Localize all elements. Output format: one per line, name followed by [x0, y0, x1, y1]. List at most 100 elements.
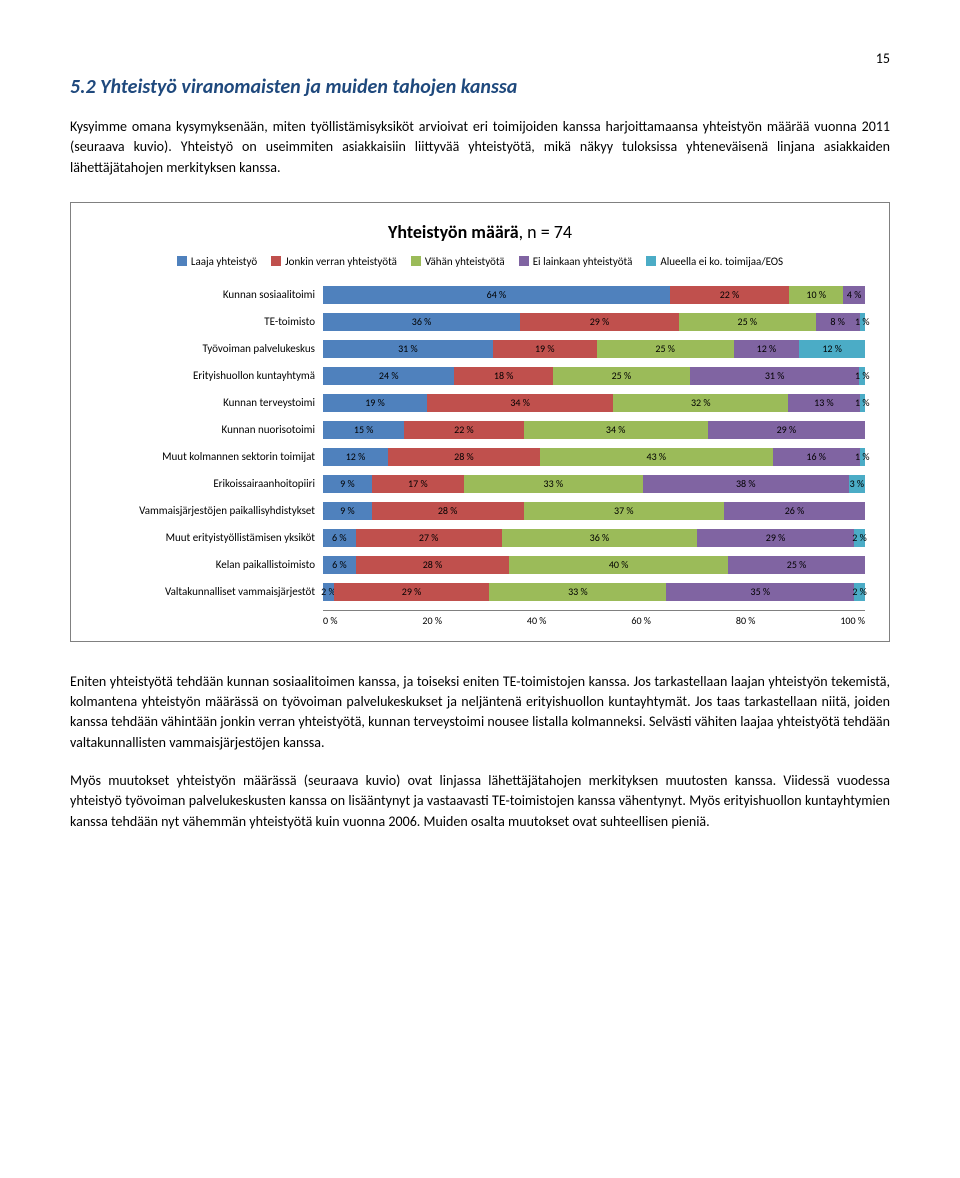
chart-row: Kunnan terveystoimi19 %34 %32 %13 %1 % — [95, 394, 865, 412]
bar-segment: 25 % — [553, 367, 690, 385]
chart-row: Kunnan sosiaalitoimi64 %22 %10 %4 % — [95, 286, 865, 304]
row-bar: 6 %28 %40 %25 % — [323, 556, 865, 574]
paragraph-2: Eniten yhteistyötä tehdään kunnan sosiaa… — [70, 672, 890, 753]
legend-item: Vähän yhteistyötä — [411, 255, 505, 268]
legend-label: Vähän yhteistyötä — [425, 255, 505, 268]
legend-item: Laaja yhteistyö — [177, 255, 257, 268]
bar-segment: 33 % — [489, 583, 666, 601]
bar-segment: 37 % — [524, 502, 725, 520]
row-label: Erityishuollon kuntayhtymä — [95, 370, 323, 382]
bar-segment: 16 % — [773, 448, 860, 466]
row-label: Kunnan nuorisotoimi — [95, 424, 323, 436]
bar-segment: 12 % — [323, 448, 388, 466]
bar-segment: 27 % — [356, 529, 502, 547]
row-label: Muut erityistyöllistämisen yksiköt — [95, 532, 323, 544]
legend-label: Alueella ei ko. toimijaa/EOS — [660, 255, 783, 268]
chart-row: Vammaisjärjestöjen paikallisyhdistykset9… — [95, 502, 865, 520]
bar-segment: 18 % — [454, 367, 553, 385]
bar-segment: 25 % — [597, 340, 734, 358]
legend-swatch — [646, 256, 656, 266]
bar-segment: 19 % — [493, 340, 597, 358]
chart-row: Kelan paikallistoimisto6 %28 %40 %25 % — [95, 556, 865, 574]
chart-row: Erityishuollon kuntayhtymä24 %18 %25 %31… — [95, 367, 865, 385]
row-label: Vammaisjärjestöjen paikallisyhdistykset — [95, 505, 323, 517]
legend-item: Alueella ei ko. toimijaa/EOS — [646, 255, 783, 268]
chart-axis: 0 %20 %40 %60 %80 %100 % — [95, 610, 865, 627]
bar-segment: 34 % — [524, 421, 708, 439]
legend-swatch — [519, 256, 529, 266]
legend-swatch — [411, 256, 421, 266]
legend-label: Ei lainkaan yhteistyötä — [533, 255, 633, 268]
row-bar: 36 %29 %25 %8 %1 % — [323, 313, 865, 331]
row-bar: 2 %29 %33 %35 %2 % — [323, 583, 865, 601]
bar-segment: 12 % — [799, 340, 865, 358]
row-label: TE-toimisto — [95, 316, 323, 328]
bar-segment: 31 % — [690, 367, 860, 385]
chart-title: Yhteistyön määrä, n = 74 — [95, 221, 865, 243]
bar-segment: 4 % — [843, 286, 865, 304]
bar-segment: 25 % — [728, 556, 865, 574]
bar-segment: 28 % — [356, 556, 509, 574]
chart-row: Kunnan nuorisotoimi15 %22 %34 %29 % — [95, 421, 865, 439]
bar-segment: 32 % — [613, 394, 788, 412]
bar-segment: 24 % — [323, 367, 454, 385]
row-label: Kelan paikallistoimisto — [95, 559, 323, 571]
bar-segment: 2 % — [323, 583, 334, 601]
bar-segment: 2 % — [854, 529, 865, 547]
bar-segment: 29 % — [708, 421, 865, 439]
axis-tick: 20 % — [422, 614, 442, 627]
bar-segment: 40 % — [509, 556, 728, 574]
chart-title-suffix: , n = 74 — [519, 221, 572, 243]
row-bar: 15 %22 %34 %29 % — [323, 421, 865, 439]
legend-item: Ei lainkaan yhteistyötä — [519, 255, 633, 268]
bar-segment: 64 % — [323, 286, 670, 304]
row-bar: 9 %17 %33 %38 %3 % — [323, 475, 865, 493]
chart-row: TE-toimisto36 %29 %25 %8 %1 % — [95, 313, 865, 331]
bar-segment: 26 % — [724, 502, 865, 520]
bar-segment: 8 % — [816, 313, 860, 331]
bar-segment: 29 % — [697, 529, 854, 547]
bar-segment: 1 % — [860, 313, 865, 331]
row-bar: 6 %27 %36 %29 %2 % — [323, 529, 865, 547]
bar-segment: 19 % — [323, 394, 427, 412]
bar-segment: 31 % — [323, 340, 493, 358]
row-bar: 24 %18 %25 %31 %1 % — [323, 367, 865, 385]
bar-segment: 36 % — [502, 529, 697, 547]
bar-segment: 12 % — [734, 340, 800, 358]
bar-segment: 9 % — [323, 502, 372, 520]
section-heading: 5.2 Yhteistyö viranomaisten ja muiden ta… — [70, 75, 890, 99]
bar-segment: 13 % — [788, 394, 859, 412]
bar-segment: 33 % — [464, 475, 643, 493]
row-label: Valtakunnalliset vammaisjärjestöt — [95, 586, 323, 598]
bar-segment: 29 % — [334, 583, 490, 601]
bar-segment: 22 % — [670, 286, 789, 304]
row-bar: 19 %34 %32 %13 %1 % — [323, 394, 865, 412]
row-bar: 12 %28 %43 %16 %1 % — [323, 448, 865, 466]
bar-segment: 34 % — [427, 394, 613, 412]
row-bar: 9 %28 %37 %26 % — [323, 502, 865, 520]
chart-row: Erikoissairaanhoitopiiri9 %17 %33 %38 %3… — [95, 475, 865, 493]
axis-tick: 80 % — [736, 614, 756, 627]
paragraph-3: Myös muutokset yhteistyön määrässä (seur… — [70, 771, 890, 832]
row-bar: 31 %19 %25 %12 %12 % — [323, 340, 865, 358]
bar-segment: 15 % — [323, 421, 404, 439]
axis-tick: 0 % — [323, 614, 337, 627]
bar-segment: 43 % — [540, 448, 773, 466]
axis-tick: 60 % — [631, 614, 651, 627]
bar-segment: 38 % — [643, 475, 849, 493]
bar-segment: 17 % — [372, 475, 464, 493]
row-label: Kunnan sosiaalitoimi — [95, 289, 323, 301]
chart-row: Työvoiman palvelukeskus31 %19 %25 %12 %1… — [95, 340, 865, 358]
page-number: 15 — [70, 50, 890, 67]
legend-swatch — [177, 256, 187, 266]
bar-segment: 2 % — [854, 583, 865, 601]
chart-row: Valtakunnalliset vammaisjärjestöt2 %29 %… — [95, 583, 865, 601]
bar-segment: 10 % — [789, 286, 843, 304]
chart-rows: Kunnan sosiaalitoimi64 %22 %10 %4 % TE-to… — [95, 286, 865, 601]
bar-segment: 1 % — [860, 448, 865, 466]
legend-label: Jonkin verran yhteistyötä — [285, 255, 397, 268]
bar-segment: 1 % — [860, 394, 865, 412]
bar-segment: 3 % — [849, 475, 865, 493]
bar-segment: 28 % — [388, 448, 540, 466]
row-label: Muut kolmannen sektorin toimijat — [95, 451, 323, 463]
